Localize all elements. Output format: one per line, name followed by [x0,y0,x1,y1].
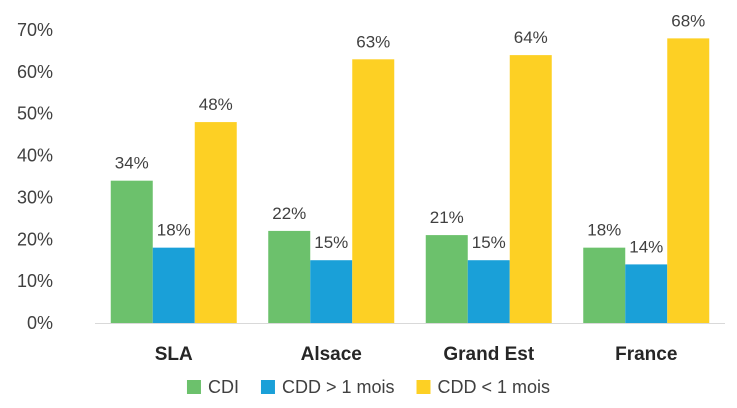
bar-cdd-1-mois [509,55,552,323]
x-axis: SLA Alsace Grand Est France [155,344,678,365]
x-tick-label: Grand Est [443,344,534,365]
legend-item: CDI [186,377,239,397]
legend-item: CDD < 1 mois [416,377,551,397]
data-label: 63% [356,32,390,51]
x-tick-label: France [615,344,677,365]
legend-label: CDD > 1 mois [282,377,395,397]
bar-cdd-1-mois [194,122,237,323]
y-tick-label: 30% [17,187,53,207]
bar-cdi [425,235,468,323]
y-tick-label: 10% [17,271,53,291]
data-label: 68% [671,11,705,30]
data-labels: 34% 18% 48% 22% 15% 63% 21% 15% 64% 18% 14% 68% [115,11,706,256]
bars [110,38,710,324]
bar-cdd-1-mois [352,59,395,324]
bar-cdd-1-mois [152,247,195,323]
bar-cdd-1-mois [625,264,668,323]
y-tick-label: 70% [17,20,53,40]
bar-cdi [268,230,311,323]
data-label: 64% [514,28,548,47]
data-label: 34% [115,154,149,173]
legend-swatch [260,380,275,394]
legend-swatch [416,380,431,394]
data-label: 18% [587,221,621,240]
bar-cdd-1-mois [667,38,710,323]
legend-swatch [186,380,201,394]
legend-item: CDD > 1 mois [260,377,395,397]
bar-cdi [583,247,626,323]
x-tick-label: Alsace [301,344,362,365]
data-label: 21% [430,208,464,227]
y-tick-label: 50% [17,104,53,124]
legend-label: CDD < 1 mois [438,377,551,397]
data-label: 18% [157,221,191,240]
x-tick-label: SLA [155,344,193,365]
y-axis: 0% 10% 20% 30% 40% 50% 60% 70% [17,20,53,333]
bar-cdd-1-mois [467,260,510,323]
legend: CDI CDD > 1 mois CDD < 1 mois [186,377,551,397]
y-tick-label: 20% [17,229,53,249]
data-label: 22% [272,204,306,223]
data-label: 15% [472,233,506,252]
data-label: 14% [629,237,663,256]
y-tick-label: 40% [17,146,53,166]
data-label: 48% [199,95,233,114]
y-tick-label: 60% [17,62,53,82]
bar-cdd-1-mois [310,260,353,323]
bar-cdi [110,180,153,323]
legend-label: CDI [208,377,239,397]
data-label: 15% [314,233,348,252]
y-tick-label: 0% [27,313,53,333]
